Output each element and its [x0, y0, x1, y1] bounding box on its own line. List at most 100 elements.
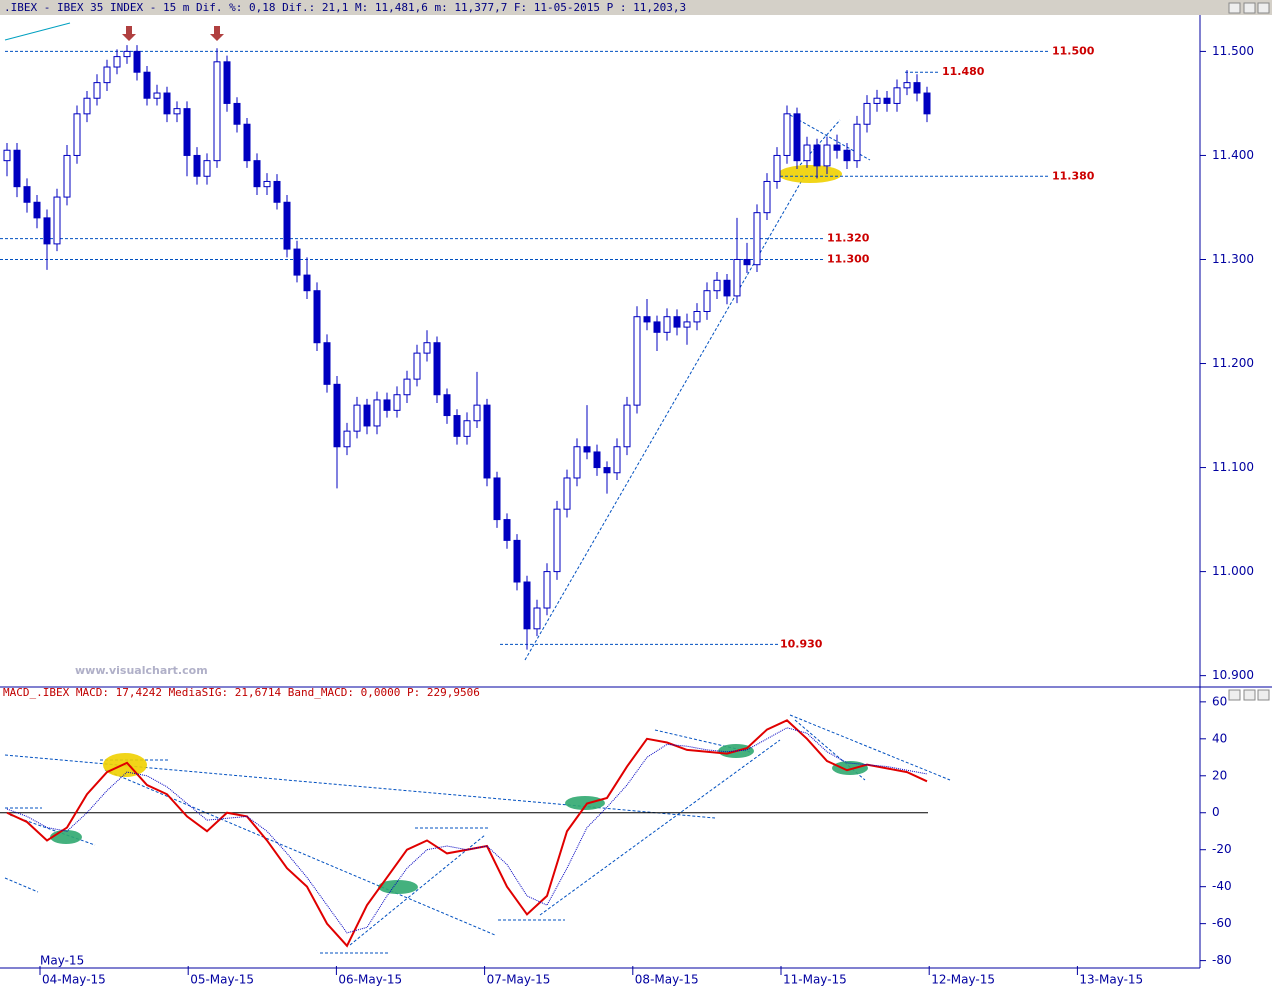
candle-body: [23, 186, 31, 203]
candle-body: [313, 290, 321, 344]
candle-body: [193, 154, 201, 177]
candle-body: [93, 82, 101, 99]
y-tick-label: -20: [1212, 842, 1232, 856]
macd-line: [6, 719, 928, 948]
candle-body: [883, 97, 891, 104]
level-label: 11.320: [827, 232, 870, 245]
x-tick-label: 11-May-15: [783, 973, 847, 987]
window-buttons[interactable]: [1228, 2, 1270, 701]
candle-body: [913, 82, 921, 94]
candle-body: [123, 50, 131, 58]
candle-body: [583, 446, 591, 453]
header-bar: [0, 0, 1272, 15]
candle-body: [353, 404, 361, 432]
candle-body: [523, 581, 531, 630]
candle-body: [863, 102, 871, 125]
candle-body: [633, 316, 641, 406]
candle-body: [593, 451, 601, 469]
candle-body: [323, 342, 331, 385]
x-tick-label: 04-May-15: [42, 973, 106, 987]
candle-body: [413, 352, 421, 380]
candle-body: [163, 92, 171, 115]
y-tick-label: 11.000: [1212, 564, 1254, 578]
arrows: [122, 26, 224, 41]
candle-body: [333, 383, 341, 448]
candle-body: [673, 316, 681, 328]
candle-body: [343, 430, 351, 448]
candle-body: [623, 404, 631, 448]
level-label: 11.300: [827, 252, 870, 265]
candle-body: [893, 87, 901, 104]
candle-body: [133, 50, 141, 73]
level-label: 11.500: [1052, 44, 1095, 57]
y-tick-label: 11.200: [1212, 356, 1254, 370]
candle-body: [603, 467, 611, 474]
candle-body: [43, 217, 51, 245]
candle-body: [843, 149, 851, 162]
candle-body: [783, 113, 791, 156]
candle-body: [503, 519, 511, 541]
candle-body: [853, 123, 861, 162]
candle-body: [453, 415, 461, 437]
y-tick-label: 11.100: [1212, 460, 1254, 474]
candle-body: [403, 378, 411, 396]
candle-body: [873, 97, 881, 104]
candle-body: [493, 477, 501, 521]
candle-body: [703, 290, 711, 313]
candle-body: [473, 404, 481, 422]
candle-body: [183, 108, 191, 156]
candle-body: [483, 404, 491, 479]
x-tick-label: 06-May-15: [338, 973, 402, 987]
candle-body: [793, 113, 801, 162]
candle-body: [243, 123, 251, 162]
header: .IBEX - IBEX 35 INDEX - 15 m Dif. %: 0,1…: [4, 1, 686, 14]
candle-body: [803, 144, 811, 162]
y-tick-label: 10.900: [1212, 668, 1254, 682]
candle-body: [823, 144, 831, 167]
candle-body: [813, 144, 821, 167]
level-label: 11.480: [942, 65, 985, 78]
candle-body: [713, 279, 721, 292]
candle-body: [443, 394, 451, 417]
candle-body: [143, 71, 151, 99]
candle-body: [833, 144, 841, 151]
candle-body: [763, 180, 771, 214]
candle-body: [903, 82, 911, 89]
candle-body: [173, 108, 181, 115]
candle-body: [663, 316, 671, 333]
candle-body: [373, 399, 381, 427]
y-tick-label: -40: [1212, 879, 1232, 893]
candle-body: [233, 102, 241, 125]
highlights: [50, 165, 868, 894]
candle-body: [53, 196, 61, 245]
candle-body: [923, 92, 931, 115]
y-tick-label: 60: [1212, 694, 1227, 708]
x-tick-label: 05-May-15: [190, 973, 254, 987]
candle-body: [63, 154, 71, 198]
macd-line: [6, 727, 928, 934]
y-tick-label: 11.500: [1212, 44, 1254, 58]
candle-body: [533, 607, 541, 630]
candle-body: [573, 446, 581, 479]
trend-lines: [4, 22, 951, 954]
y-tick-label: -60: [1212, 916, 1232, 930]
x-tick-label: 07-May-15: [487, 973, 551, 987]
candle-body: [283, 201, 291, 250]
y-tick-label: 11.300: [1212, 252, 1254, 266]
candle-body: [653, 321, 661, 333]
candle-body: [383, 399, 391, 411]
y-tick-label: -80: [1212, 953, 1232, 967]
candle-body: [253, 160, 261, 188]
candle-body: [273, 180, 281, 203]
candle-body: [223, 61, 231, 104]
candle-body: [683, 321, 691, 328]
candle-body: [293, 248, 301, 276]
candle-body: [303, 274, 311, 292]
candle-body: [563, 477, 571, 510]
watermark: www.visualchart.com: [75, 664, 208, 677]
candle-body: [723, 279, 731, 297]
candle-body: [13, 149, 21, 188]
y-tick-label: 0: [1212, 805, 1220, 819]
candle-body: [153, 92, 161, 99]
candle-body: [693, 311, 701, 323]
